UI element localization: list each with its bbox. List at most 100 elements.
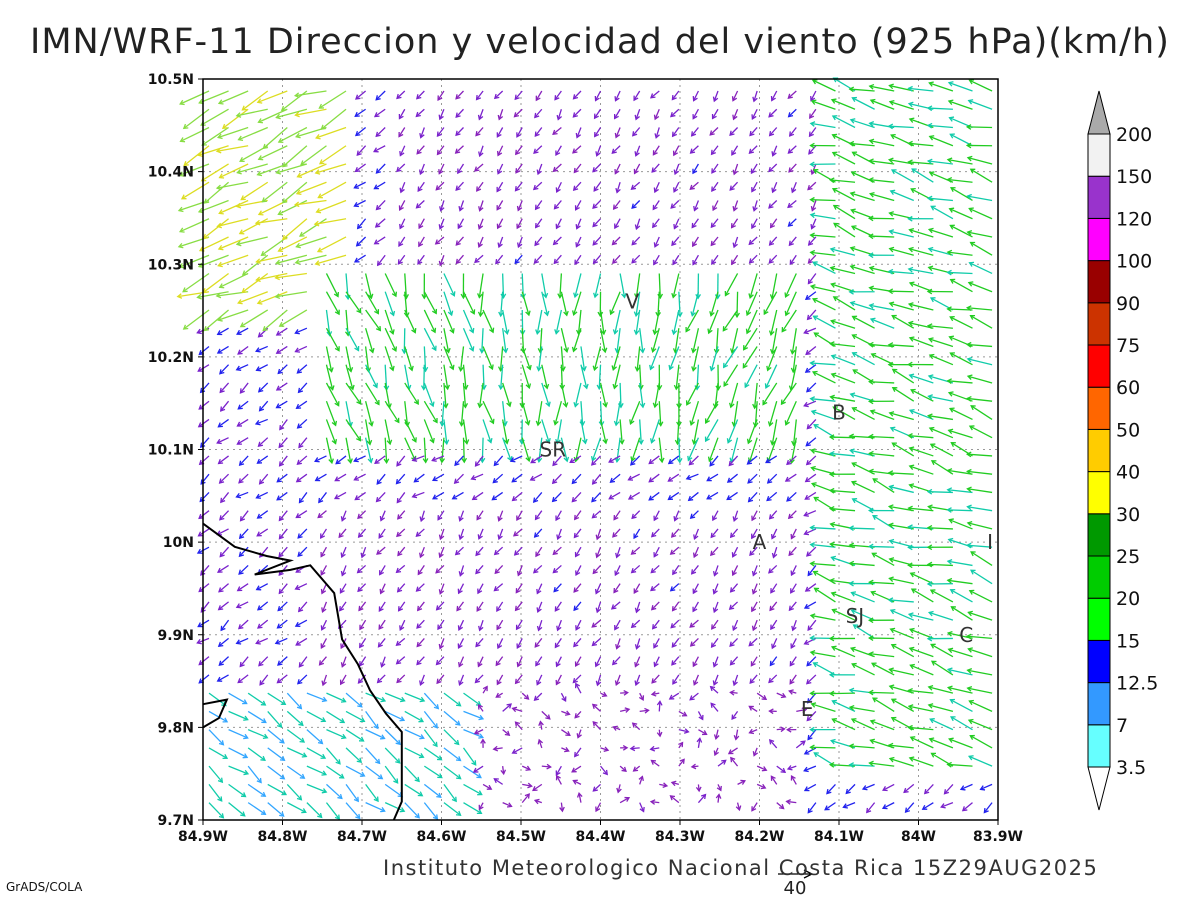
wind-arrow-head bbox=[500, 769, 507, 776]
wind-arrow bbox=[832, 718, 856, 731]
wind-arrow-head bbox=[633, 588, 639, 595]
wind-arrow bbox=[256, 637, 268, 644]
wind-arrow bbox=[535, 90, 543, 101]
wind-arrow bbox=[183, 145, 210, 166]
wind-arrow bbox=[397, 254, 406, 265]
wind-arrow bbox=[576, 127, 582, 138]
wind-arrow bbox=[652, 619, 660, 630]
wind-arrow bbox=[297, 364, 308, 374]
colorbar-box bbox=[1087, 260, 1111, 304]
wind-arrow bbox=[218, 637, 229, 647]
wind-arrow bbox=[443, 692, 461, 707]
wind-arrow bbox=[635, 638, 641, 649]
wind-arrow-head bbox=[239, 322, 246, 328]
wind-arrow-head bbox=[573, 167, 579, 174]
wind-arrow-head bbox=[652, 204, 658, 211]
wind-arrow bbox=[384, 692, 405, 702]
wind-arrow-head bbox=[321, 788, 328, 794]
wind-arrow bbox=[439, 109, 445, 120]
wind-arrow-head bbox=[653, 114, 660, 121]
wind-arrow bbox=[630, 455, 641, 466]
wind-arrow bbox=[631, 564, 641, 573]
wind-arrow bbox=[749, 729, 758, 734]
wind-arrow bbox=[555, 674, 562, 685]
wind-arrow-head bbox=[592, 786, 598, 792]
wind-arrow bbox=[535, 656, 543, 666]
wind-arrow-head bbox=[868, 379, 874, 385]
wind-arrow-head bbox=[503, 438, 510, 445]
wind-arrow-head bbox=[260, 809, 267, 816]
wind-arrow bbox=[614, 565, 621, 576]
wind-arrow bbox=[763, 291, 778, 315]
wind-arrow bbox=[316, 199, 347, 213]
wind-arrow bbox=[830, 342, 856, 348]
wind-arrow-head bbox=[478, 625, 484, 632]
wind-arrow-head bbox=[543, 310, 550, 317]
wind-arrow bbox=[768, 200, 778, 209]
wind-arrow-head bbox=[415, 531, 421, 537]
wind-arrow-head bbox=[648, 477, 654, 483]
wind-arrow bbox=[179, 218, 210, 233]
wind-arrow-head bbox=[353, 183, 359, 189]
wind-arrow bbox=[596, 145, 602, 156]
wind-arrow bbox=[781, 382, 797, 405]
wind-arrow-head bbox=[373, 239, 380, 245]
wind-arrow bbox=[277, 674, 288, 684]
wind-arrow-head bbox=[535, 420, 542, 427]
wind-arrow bbox=[384, 765, 399, 784]
wind-arrow-head bbox=[242, 753, 249, 759]
wind-arrow bbox=[399, 145, 406, 156]
wind-arrow bbox=[599, 309, 605, 335]
wind-arrow-head bbox=[559, 806, 565, 813]
wind-arrow-head bbox=[375, 95, 381, 101]
wind-arrow-head bbox=[809, 284, 816, 290]
wind-arrow bbox=[325, 273, 339, 297]
wind-arrow-head bbox=[748, 641, 754, 647]
wind-arrow bbox=[315, 163, 347, 174]
wind-arrow-head bbox=[966, 193, 972, 200]
wind-arrow bbox=[769, 236, 778, 246]
wind-arrow bbox=[298, 437, 308, 448]
wind-arrow bbox=[728, 455, 739, 466]
wind-arrow-head bbox=[692, 96, 698, 102]
wind-arrow-head bbox=[634, 680, 640, 687]
wind-arrow-head bbox=[592, 167, 598, 173]
wind-arrow-head bbox=[732, 516, 739, 523]
wind-arrow bbox=[443, 328, 450, 353]
wind-arrow-head bbox=[334, 401, 340, 407]
wind-arrow bbox=[364, 346, 370, 372]
y-tick-label: 10.2N bbox=[148, 350, 194, 366]
wind-arrow bbox=[733, 401, 739, 427]
wind-arrow bbox=[396, 528, 406, 537]
wind-arrow bbox=[888, 270, 914, 275]
wind-arrow bbox=[751, 601, 758, 612]
wind-arrow bbox=[359, 656, 367, 667]
wind-arrow bbox=[256, 583, 269, 591]
wind-arrow bbox=[810, 362, 836, 366]
wind-arrow-head bbox=[476, 515, 482, 521]
wind-arrow bbox=[930, 718, 954, 731]
wind-arrow bbox=[276, 473, 288, 483]
wind-arrow bbox=[236, 327, 249, 335]
wind-arrow-head bbox=[335, 459, 341, 465]
wind-arrow bbox=[928, 415, 954, 421]
wind-arrow-head bbox=[436, 678, 442, 685]
wind-arrow-head bbox=[419, 552, 425, 559]
wind-arrow-head bbox=[829, 394, 835, 401]
wind-arrow-head bbox=[595, 552, 601, 559]
wind-arrow bbox=[632, 127, 641, 137]
wind-arrow-head bbox=[769, 222, 776, 229]
wind-arrow-head bbox=[221, 123, 228, 130]
wind-arrow-head bbox=[216, 348, 223, 354]
wind-arrow bbox=[365, 747, 381, 764]
wind-arrow bbox=[482, 400, 494, 424]
wind-arrow bbox=[768, 254, 778, 264]
wind-arrow-head bbox=[868, 433, 874, 440]
wind-arrow bbox=[770, 775, 778, 785]
wind-arrow bbox=[496, 200, 504, 211]
wind-arrow bbox=[537, 401, 543, 426]
wind-arrow-head bbox=[608, 494, 614, 500]
wind-arrow-head bbox=[789, 661, 795, 667]
wind-arrow bbox=[404, 382, 419, 405]
wind-arrow bbox=[776, 728, 785, 731]
